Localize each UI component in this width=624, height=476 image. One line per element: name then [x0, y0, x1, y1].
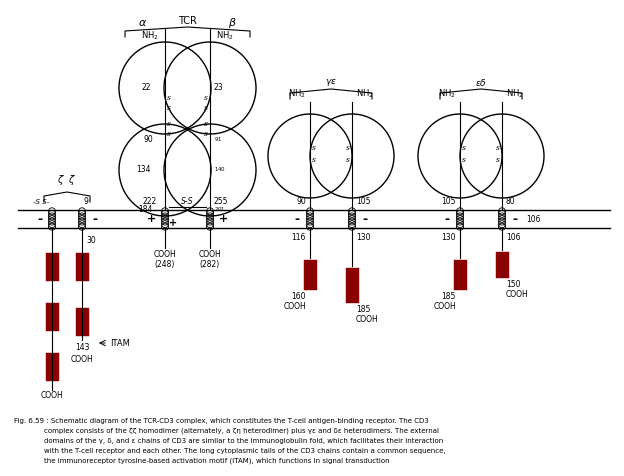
Text: +: + [147, 214, 157, 224]
Text: 130: 130 [356, 233, 371, 242]
Text: -S S-: -S S- [32, 199, 49, 205]
Text: 185: 185 [442, 292, 456, 301]
Text: $_{140}$: $_{140}$ [214, 166, 226, 175]
Text: COOH: COOH [41, 390, 64, 399]
Text: s: s [312, 144, 316, 152]
Text: NH$_2$: NH$_2$ [288, 88, 306, 100]
Text: COOH: COOH [154, 250, 177, 259]
Text: 185: 185 [356, 305, 371, 314]
Text: 30: 30 [86, 236, 95, 245]
Text: s: s [167, 94, 171, 102]
Text: NH$_2$: NH$_2$ [356, 88, 374, 100]
Text: Fig. 6.59 : Schematic diagram of the TCR-CD3 complex, which constitutes the T-ce: Fig. 6.59 : Schematic diagram of the TCR… [14, 418, 429, 424]
Bar [76, 308, 89, 336]
Text: s: s [167, 104, 171, 112]
Text: COOH: COOH [433, 302, 456, 311]
Text: $\alpha$: $\alpha$ [139, 18, 148, 28]
Text: s: s [462, 144, 466, 152]
Text: 160: 160 [291, 292, 306, 301]
Text: the immunoreceptor tyrosine-based activation motif (ITAM), which functions in si: the immunoreceptor tyrosine-based activa… [44, 458, 389, 465]
Text: COOH: COOH [71, 356, 94, 365]
Text: s: s [496, 144, 500, 152]
Bar [46, 253, 59, 281]
Text: with the T-cell receptor and each other. The long cytoplasmic tails of the CD3 c: with the T-cell receptor and each other.… [44, 448, 446, 454]
Text: s: s [167, 120, 171, 128]
Text: 134: 134 [137, 166, 151, 175]
Text: s: s [204, 94, 208, 102]
Text: S-S: S-S [181, 197, 193, 206]
Bar [346, 268, 359, 303]
Text: 106: 106 [506, 233, 520, 242]
Text: COOH: COOH [198, 250, 222, 259]
Text: COOH: COOH [356, 315, 379, 324]
Text: -: - [363, 212, 368, 226]
Text: s: s [346, 144, 350, 152]
Text: 22: 22 [142, 83, 151, 92]
Text: COOH: COOH [283, 302, 306, 311]
Text: 90: 90 [296, 197, 306, 206]
Text: 116: 116 [291, 233, 306, 242]
Bar [46, 353, 59, 381]
Text: 222: 222 [143, 197, 157, 206]
Text: 90: 90 [144, 135, 153, 143]
Text: s: s [346, 156, 350, 164]
Text: s: s [167, 130, 171, 138]
Text: 105: 105 [356, 197, 371, 206]
Text: COOH: COOH [506, 290, 529, 299]
Text: $_{91}$: $_{91}$ [214, 135, 222, 143]
Text: s: s [312, 156, 316, 164]
Text: +: + [169, 218, 177, 228]
Text: 184: 184 [139, 206, 153, 215]
Text: NH$_2$: NH$_2$ [439, 88, 456, 100]
Text: TCR: TCR [178, 16, 197, 26]
Text: -: - [444, 212, 449, 226]
Text: -: - [295, 212, 300, 226]
Text: s: s [204, 120, 208, 128]
Bar [454, 260, 467, 290]
Text: NH$_2$: NH$_2$ [506, 88, 524, 100]
Text: 9: 9 [84, 197, 89, 206]
Text: NH$_2$: NH$_2$ [142, 30, 159, 42]
Text: $\gamma\varepsilon$: $\gamma\varepsilon$ [325, 78, 337, 89]
Text: $\beta$: $\beta$ [228, 16, 236, 30]
Bar [46, 303, 59, 331]
Text: s: s [462, 156, 466, 164]
Text: s: s [204, 104, 208, 112]
Text: 150: 150 [506, 280, 520, 289]
Text: $_{201}$: $_{201}$ [214, 206, 226, 215]
Text: NH$_2$: NH$_2$ [216, 30, 233, 42]
Text: (282): (282) [200, 260, 220, 269]
Text: (248): (248) [155, 260, 175, 269]
Text: $\zeta$  $\zeta$: $\zeta$ $\zeta$ [57, 173, 77, 187]
Bar [76, 253, 89, 281]
Text: 105: 105 [442, 197, 456, 206]
Text: s: s [204, 130, 208, 138]
Text: ITAM: ITAM [110, 338, 130, 347]
Text: 80: 80 [506, 197, 515, 206]
Text: 23: 23 [214, 83, 223, 92]
Text: -: - [512, 212, 517, 226]
Text: +: + [218, 214, 228, 224]
Bar [303, 260, 316, 290]
Text: 255: 255 [214, 197, 228, 206]
Text: complex consists of the ζζ homodimer (alternately, a ζη heterodimer) plus γε and: complex consists of the ζζ homodimer (al… [44, 428, 439, 435]
Text: 130: 130 [442, 233, 456, 242]
Text: $\varepsilon\delta$: $\varepsilon\delta$ [475, 78, 487, 89]
Text: -: - [37, 212, 42, 226]
Text: domains of the γ, δ, and ε chains of CD3 are similar to the immunoglobulin fold,: domains of the γ, δ, and ε chains of CD3… [44, 438, 443, 444]
Bar [495, 252, 509, 278]
Text: s: s [496, 156, 500, 164]
Text: 143: 143 [75, 344, 89, 353]
Text: -: - [92, 212, 97, 226]
Text: 106: 106 [526, 215, 540, 224]
